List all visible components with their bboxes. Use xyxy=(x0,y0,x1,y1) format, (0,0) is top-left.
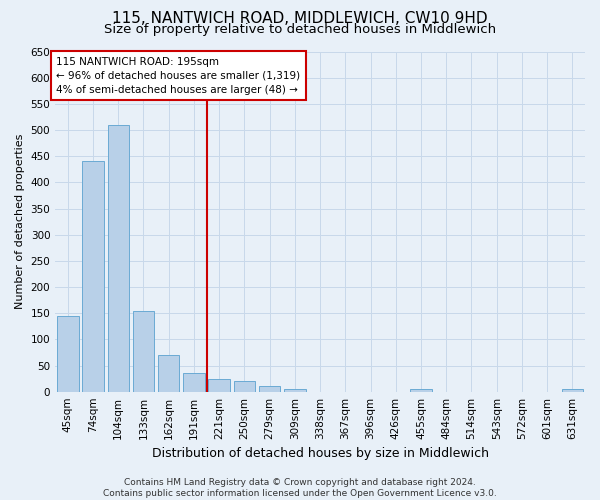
Bar xyxy=(208,378,230,392)
Bar xyxy=(562,389,583,392)
Bar xyxy=(183,374,205,392)
Text: Size of property relative to detached houses in Middlewich: Size of property relative to detached ho… xyxy=(104,22,496,36)
Bar xyxy=(158,355,179,392)
Bar xyxy=(82,162,104,392)
Text: 115 NANTWICH ROAD: 195sqm
← 96% of detached houses are smaller (1,319)
4% of sem: 115 NANTWICH ROAD: 195sqm ← 96% of detac… xyxy=(56,56,301,94)
Bar xyxy=(133,310,154,392)
Y-axis label: Number of detached properties: Number of detached properties xyxy=(15,134,25,310)
Text: Contains HM Land Registry data © Crown copyright and database right 2024.
Contai: Contains HM Land Registry data © Crown c… xyxy=(103,478,497,498)
Bar xyxy=(259,386,280,392)
X-axis label: Distribution of detached houses by size in Middlewich: Distribution of detached houses by size … xyxy=(152,447,488,460)
Bar xyxy=(57,316,79,392)
Bar xyxy=(410,389,432,392)
Bar xyxy=(284,389,305,392)
Bar xyxy=(233,381,255,392)
Bar xyxy=(107,125,129,392)
Text: 115, NANTWICH ROAD, MIDDLEWICH, CW10 9HD: 115, NANTWICH ROAD, MIDDLEWICH, CW10 9HD xyxy=(112,11,488,26)
